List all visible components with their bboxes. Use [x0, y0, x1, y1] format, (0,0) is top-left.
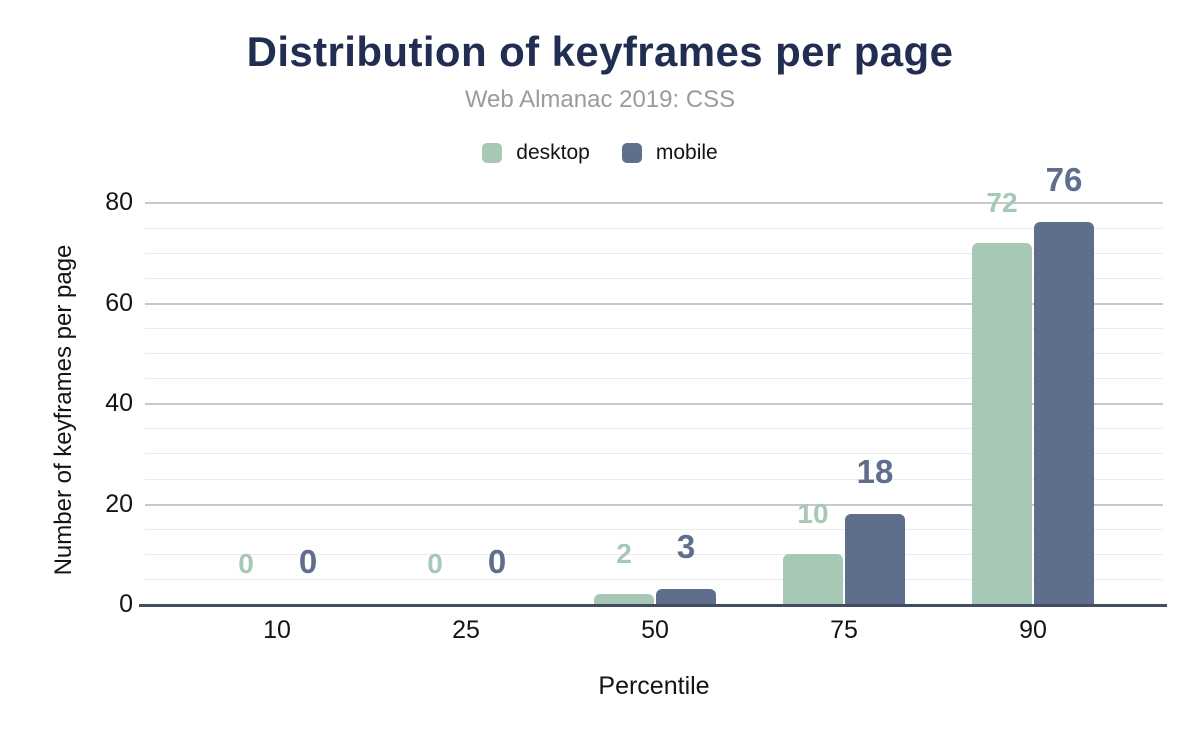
- bar-desktop-p90: [972, 243, 1032, 604]
- x-tick-label: 75: [830, 616, 858, 644]
- value-label-mobile-p90: 76: [1045, 161, 1083, 198]
- x-tick-label: 25: [452, 616, 480, 644]
- gridline-minor: [145, 228, 1163, 229]
- bar-mobile-p75: [845, 514, 905, 604]
- y-tick-label: 60: [105, 289, 133, 317]
- value-label-desktop-p25: 0: [427, 548, 443, 579]
- bar-mobile-p90: [1034, 222, 1094, 604]
- value-label-desktop-p50: 2: [616, 538, 632, 569]
- value-label-desktop-p75: 10: [797, 498, 829, 529]
- y-tick-label: 20: [105, 490, 133, 518]
- y-tick-label: 80: [105, 188, 133, 216]
- bar-mobile-p50: [656, 589, 716, 604]
- legend-item-desktop: desktop: [482, 141, 590, 165]
- legend-item-mobile: mobile: [621, 141, 718, 165]
- x-tick-label: 50: [641, 616, 669, 644]
- gridline-minor: [145, 278, 1163, 279]
- gridline-minor: [145, 428, 1163, 429]
- x-tick-label: 90: [1019, 616, 1047, 644]
- legend: desktop mobile: [0, 141, 1200, 165]
- legend-swatch-desktop: [482, 143, 503, 163]
- gridline-minor: [145, 529, 1163, 530]
- value-label-mobile-p50: 3: [676, 528, 696, 565]
- chart-title: Distribution of keyframes per page: [246, 28, 954, 75]
- value-label-mobile-p75: 18: [856, 453, 894, 490]
- y-tick-label: 40: [105, 389, 133, 417]
- gridline-minor: [145, 378, 1163, 379]
- gridline-minor: [145, 328, 1163, 329]
- gridline-major: [145, 202, 1163, 204]
- gridline-minor: [145, 554, 1163, 555]
- gridline-minor: [145, 579, 1163, 580]
- value-label-mobile-p10: 0: [298, 543, 318, 580]
- gridline-minor: [145, 479, 1163, 480]
- gridline-minor: [145, 453, 1163, 454]
- bar-desktop-p50: [594, 594, 654, 604]
- bar-desktop-p75: [783, 554, 843, 604]
- x-axis-line: [139, 604, 1167, 607]
- gridline-major: [145, 303, 1163, 305]
- value-label-mobile-p25: 0: [487, 543, 507, 580]
- gridline-minor: [145, 253, 1163, 254]
- gridline-major: [145, 504, 1163, 506]
- x-tick-label: 10: [263, 616, 291, 644]
- chart-subtitle: Web Almanac 2019: CSS: [464, 86, 736, 113]
- value-label-desktop-p10: 0: [238, 548, 254, 579]
- value-label-desktop-p90: 72: [986, 187, 1018, 218]
- legend-label-mobile: mobile: [655, 141, 718, 164]
- x-axis-title: Percentile: [598, 672, 710, 700]
- y-tick-label: 0: [119, 590, 133, 618]
- gridline-minor: [145, 353, 1163, 354]
- gridline-major: [145, 403, 1163, 405]
- legend-swatch-mobile: [621, 143, 642, 163]
- legend-label-desktop: desktop: [516, 141, 590, 164]
- y-axis-title: Number of keyframes per page: [50, 244, 77, 576]
